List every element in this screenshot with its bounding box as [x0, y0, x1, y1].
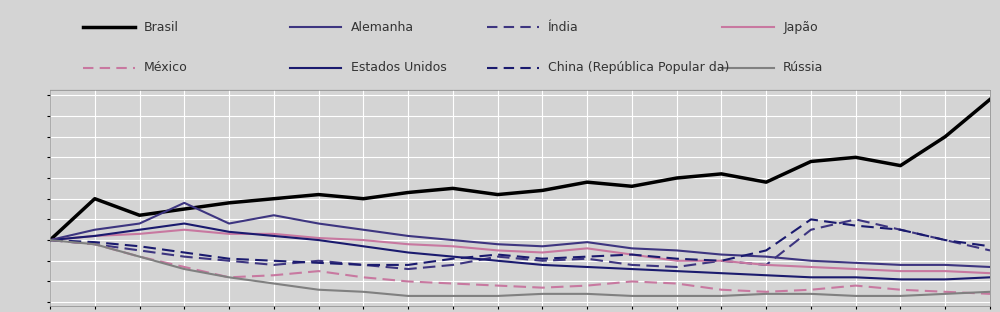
Text: China (República Popular da): China (República Popular da) [548, 61, 730, 75]
Text: Brasil: Brasil [144, 21, 179, 34]
Text: Alemanha: Alemanha [351, 21, 414, 34]
Text: México: México [144, 61, 188, 75]
Text: Índia: Índia [548, 21, 579, 34]
Text: Japão: Japão [783, 21, 818, 34]
Text: Rússia: Rússia [783, 61, 824, 75]
Text: Estados Unidos: Estados Unidos [351, 61, 447, 75]
